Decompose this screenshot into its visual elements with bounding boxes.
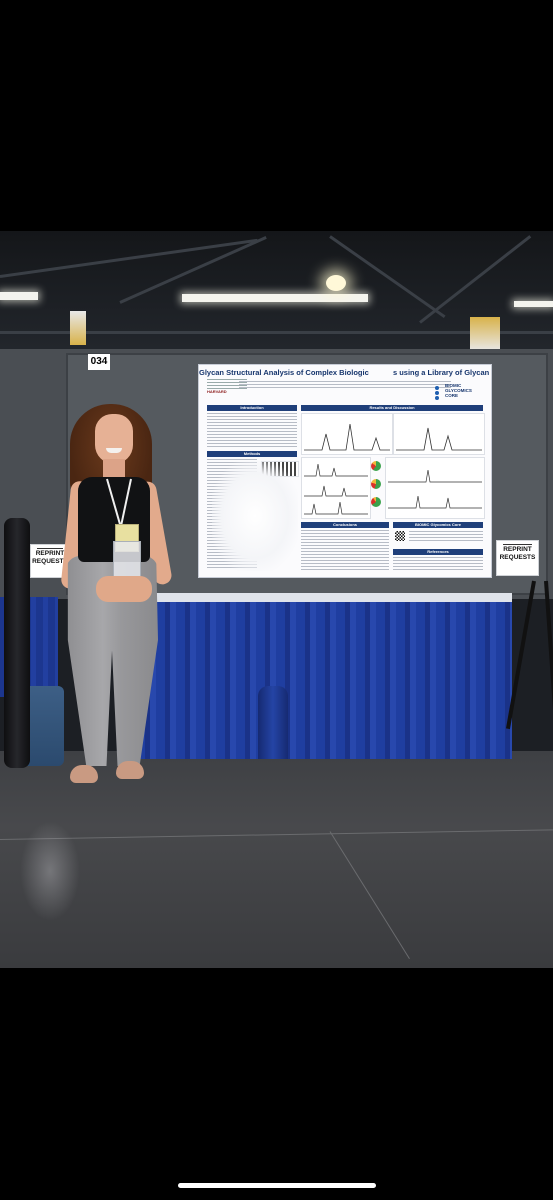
conclusions-header: Conclusions xyxy=(301,522,389,528)
conclusions-text xyxy=(301,530,389,570)
table-top xyxy=(136,593,512,602)
core-header: BIOMIC Glycomics Core xyxy=(393,522,483,528)
board-number: 034 xyxy=(88,354,110,370)
pie-chart-icon xyxy=(371,479,381,489)
logo-line: CORE xyxy=(445,393,459,398)
spectrum-chart xyxy=(304,463,368,515)
ceiling-light xyxy=(182,294,368,302)
person-right-shoe xyxy=(116,761,144,779)
spectra-figure xyxy=(301,413,393,455)
person-smile xyxy=(106,448,122,453)
references-header: References xyxy=(393,549,483,555)
spectra-figure xyxy=(393,413,485,455)
introduction-header: Introduction xyxy=(207,405,297,411)
introduction-text xyxy=(207,413,297,447)
qr-code-icon xyxy=(395,531,405,541)
ceiling-truss xyxy=(0,331,553,334)
person-left-shoe xyxy=(70,765,98,783)
results-header: Results and Discussion xyxy=(301,405,483,411)
ceiling xyxy=(0,231,553,356)
pie-chart-icon xyxy=(371,461,381,471)
home-indicator[interactable] xyxy=(178,1183,376,1188)
reprint-sign-right: REPRINT REQUESTS xyxy=(496,540,539,576)
person-neck xyxy=(103,459,125,481)
poster-title: Glycan Structural Analysis of Complex Bi… xyxy=(199,368,491,377)
table-skirt-fold xyxy=(258,686,288,759)
spectra-figure xyxy=(301,457,371,519)
spectrum-chart xyxy=(396,427,482,451)
core-text xyxy=(409,531,483,543)
poster-title-right: s using a Library of Glycan Standards xyxy=(392,368,491,377)
reprint-line2: REQUESTS xyxy=(499,554,536,561)
poster-authors xyxy=(239,381,451,389)
person-hands xyxy=(96,576,152,602)
spot-light xyxy=(326,275,346,291)
spectra-figure xyxy=(385,457,485,519)
logo-line: GLYCOMICS xyxy=(445,388,472,393)
harvard-logo-text: HARVARD xyxy=(207,389,227,394)
light-reflection xyxy=(20,821,80,921)
poster-tube xyxy=(4,518,30,768)
ceiling-light xyxy=(0,292,38,300)
poster-title-left: Glycan Structural Analysis of Complex Bi… xyxy=(199,368,369,377)
table-skirt xyxy=(136,602,512,759)
reprint-line1: REPRINT xyxy=(503,546,532,553)
biomic-glycomics-core-logo: BIOMIC GLYCOMICS CORE xyxy=(435,383,489,403)
person-face xyxy=(95,414,133,464)
reprint-line1: REPRINT xyxy=(35,550,65,557)
references-text xyxy=(393,557,483,571)
logo-dots-icon xyxy=(435,386,443,400)
easel-leg xyxy=(544,580,553,731)
spectrum-chart xyxy=(304,423,390,451)
reprint-line2: REQUESTS xyxy=(32,558,68,565)
ceiling-light xyxy=(514,301,553,307)
hanging-banner xyxy=(470,317,500,351)
glare-patch xyxy=(212,461,298,571)
floor xyxy=(0,751,553,968)
hanging-banner xyxy=(70,311,86,345)
photo: 034 Glycan Structural Analysis of Comple… xyxy=(0,231,553,968)
harvard-logo: HARVARD xyxy=(207,379,247,395)
pie-chart-icon xyxy=(371,497,381,507)
logo-line: BIOMIC xyxy=(445,383,462,388)
methods-header: Methods xyxy=(207,451,297,457)
spectrum-chart xyxy=(388,469,482,509)
